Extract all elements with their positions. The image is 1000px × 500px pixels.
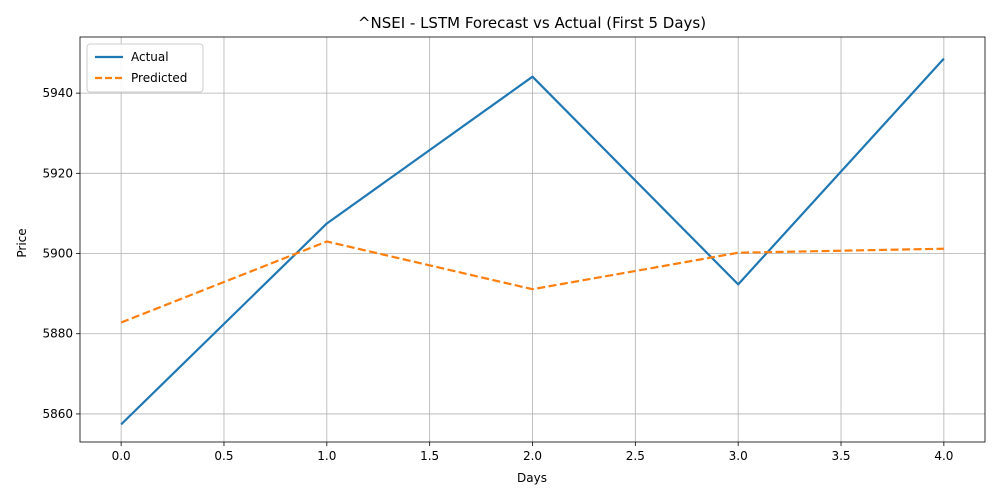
series-line-actual	[120, 57, 945, 426]
x-tick-label: 1.0	[317, 449, 336, 463]
series-layer	[120, 57, 945, 426]
y-tick-label: 5920	[42, 166, 73, 180]
x-tick-label: 0.0	[112, 449, 131, 463]
legend-label-actual: Actual	[131, 50, 169, 64]
grid	[80, 37, 985, 442]
y-tick-label: 5860	[42, 407, 73, 421]
series-line-predicted	[120, 240, 944, 324]
x-tick-label: 3.0	[729, 449, 748, 463]
x-axis-label: Days	[517, 471, 547, 485]
chart-title: ^NSEI - LSTM Forecast vs Actual (First 5…	[358, 14, 706, 32]
tick-layer: 0.0 0.5 1.0 1.5 2.0 2.5 3.0 3.5 4.0 5860 5880 5900 5…	[42, 86, 953, 463]
legend: Actual Predicted	[86, 43, 204, 93]
x-tick-label: 3.5	[831, 449, 850, 463]
x-tick-label: 0.5	[214, 449, 233, 463]
x-tick-label: 1.5	[420, 449, 439, 463]
x-tick-label: 2.5	[626, 449, 645, 463]
legend-label-predicted: Predicted	[131, 71, 187, 85]
x-tick-label: 4.0	[934, 449, 953, 463]
y-tick-label: 5900	[42, 247, 73, 261]
y-tick-label: 5880	[42, 327, 73, 341]
y-tick-label: 5940	[42, 86, 73, 100]
x-tick-label: 2.0	[523, 449, 542, 463]
y-axis-label: Price	[15, 228, 29, 257]
